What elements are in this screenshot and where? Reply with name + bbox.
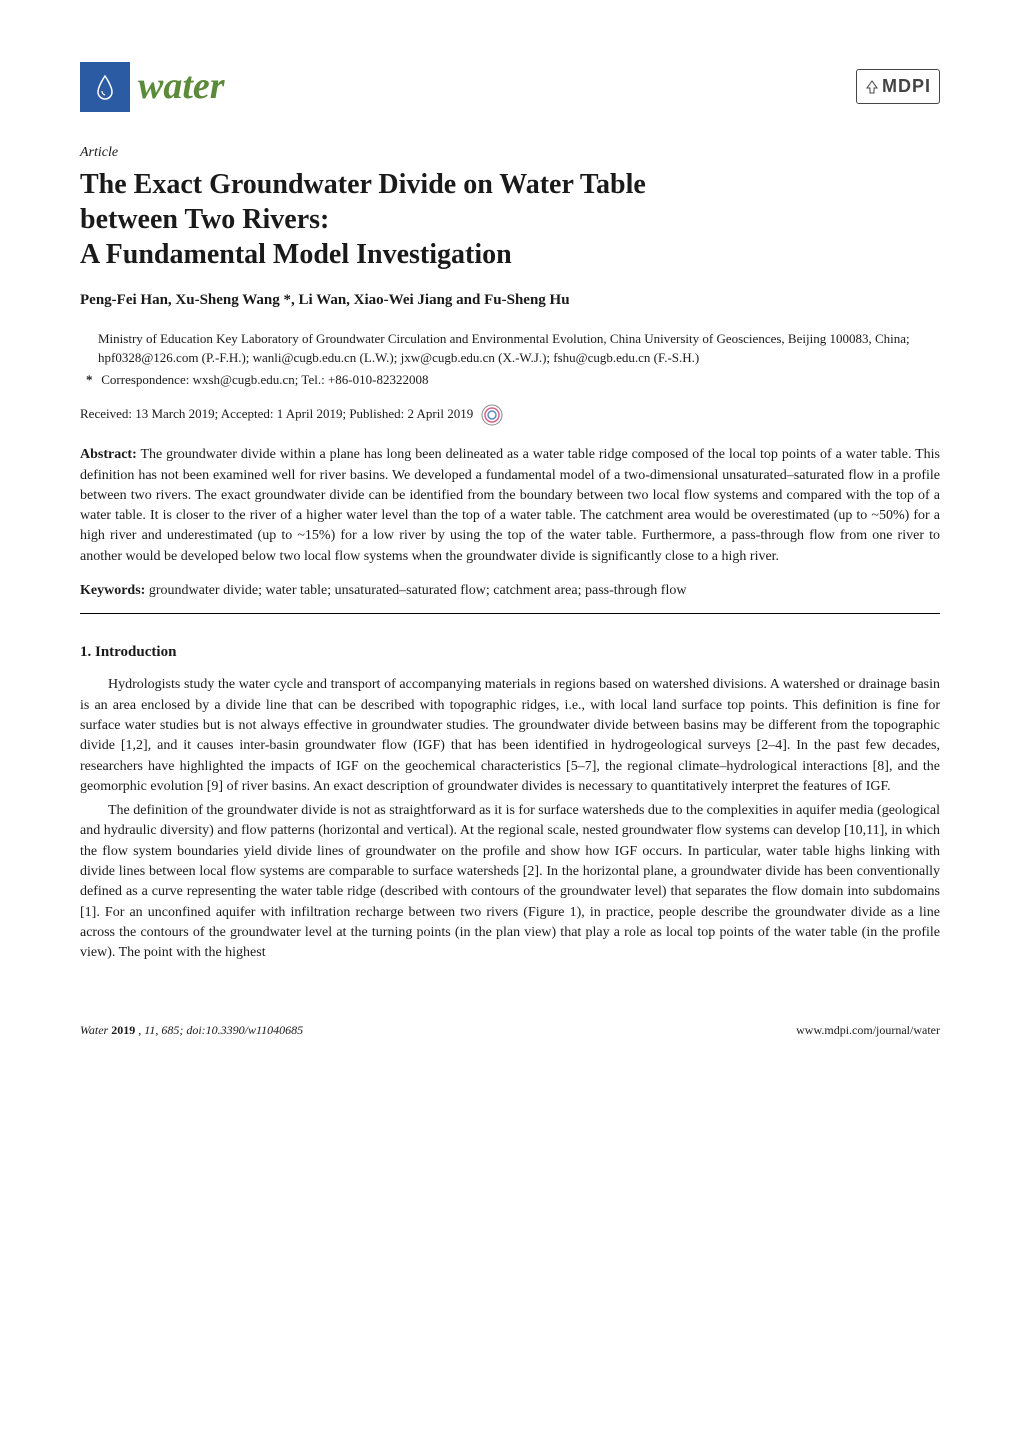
keywords: Keywords: groundwater divide; water tabl…: [80, 581, 940, 601]
affiliation: Ministry of Education Key Laboratory of …: [98, 329, 940, 368]
header-row: water MDPI: [80, 60, 940, 113]
publisher-logo: MDPI: [856, 69, 940, 104]
dates-text: Received: 13 March 2019; Accepted: 1 Apr…: [80, 406, 473, 421]
publisher-name: MDPI: [882, 74, 931, 99]
abstract: Abstract: The groundwater divide within …: [80, 445, 940, 567]
footer-journal: Water: [80, 1023, 108, 1037]
correspondence-text: Correspondence: wxsh@cugb.edu.cn; Tel.: …: [101, 372, 428, 387]
check-updates-icon: [480, 403, 504, 427]
keywords-text: groundwater divide; water table; unsatur…: [149, 583, 687, 598]
footer-citation: Water 2019 , 11, 685; doi:10.3390/w11040…: [80, 1022, 303, 1039]
author-list: Peng-Fei Han, Xu-Sheng Wang *, Li Wan, X…: [80, 290, 940, 311]
footer-vol-doi: , 11, 685; doi:10.3390/w11040685: [138, 1023, 303, 1037]
title-line-1: The Exact Groundwater Divide on Water Ta…: [80, 169, 646, 200]
keywords-label: Keywords:: [80, 583, 145, 598]
intro-paragraph-1: Hydrologists study the water cycle and t…: [80, 675, 940, 797]
footer-url: www.mdpi.com/journal/water: [796, 1022, 940, 1039]
publication-dates: Received: 13 March 2019; Accepted: 1 Apr…: [80, 403, 940, 427]
correspondence-star-icon: *: [86, 370, 98, 390]
section-divider: [80, 613, 940, 614]
article-type: Article: [80, 143, 940, 163]
title-line-2: between Two Rivers:: [80, 204, 329, 235]
title-line-3: A Fundamental Model Investigation: [80, 239, 512, 270]
section-heading-intro: 1. Introduction: [80, 642, 940, 663]
abstract-text: The groundwater divide within a plane ha…: [80, 447, 940, 563]
page-footer: Water 2019 , 11, 685; doi:10.3390/w11040…: [80, 1014, 940, 1039]
journal-logo: water: [80, 60, 225, 113]
intro-paragraph-2: The definition of the groundwater divide…: [80, 801, 940, 963]
correspondence: * Correspondence: wxsh@cugb.edu.cn; Tel.…: [98, 370, 940, 390]
abstract-label: Abstract:: [80, 447, 137, 462]
footer-year: 2019: [111, 1023, 135, 1037]
mdpi-tree-icon: [865, 80, 879, 94]
journal-name: water: [138, 60, 225, 113]
water-drop-icon: [95, 74, 115, 100]
article-title: The Exact Groundwater Divide on Water Ta…: [80, 167, 940, 272]
logo-box: [80, 62, 130, 112]
